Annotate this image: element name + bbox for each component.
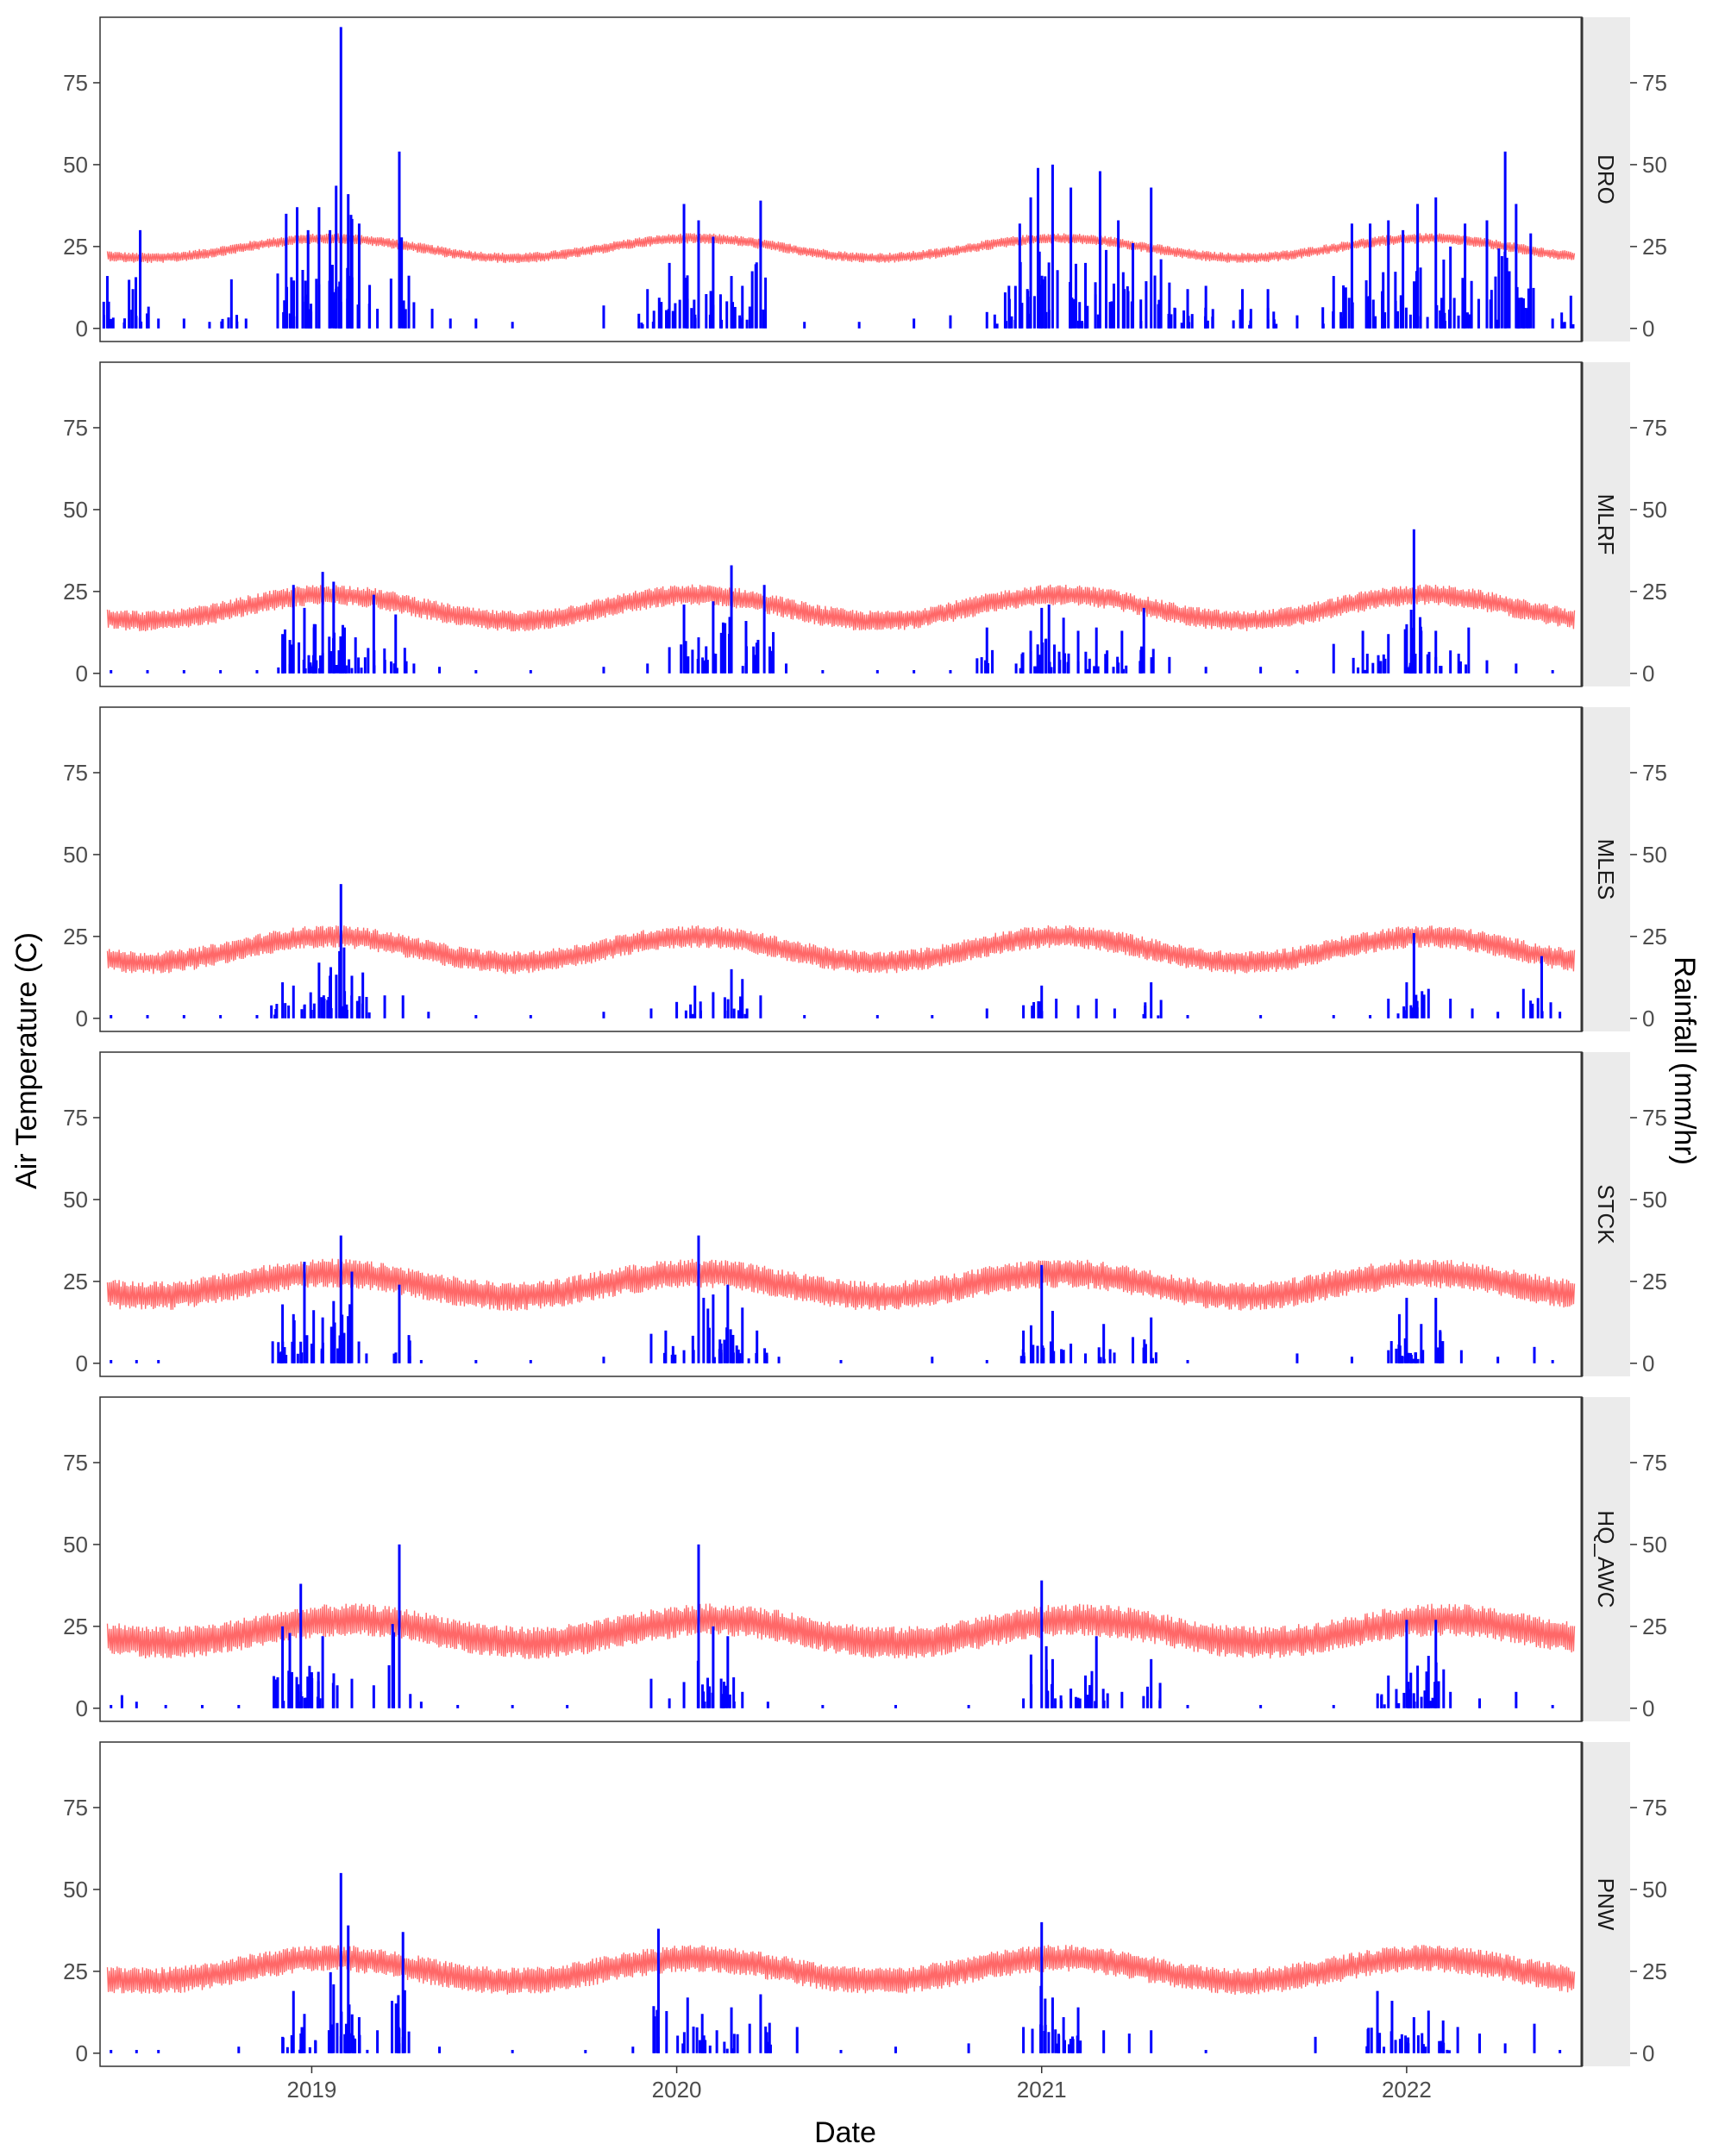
y-right-tick-label: 50 <box>1642 497 1667 523</box>
facet-strip-label: STCK <box>1593 1184 1619 1244</box>
facet-strip <box>1582 1742 1630 2066</box>
y-left-tick-label: 25 <box>63 1614 88 1639</box>
facet-strip <box>1582 1397 1630 1721</box>
y-right-tick-label: 50 <box>1642 1532 1667 1557</box>
rainfall-bars <box>110 1235 1554 1363</box>
y-left-tick-label: 75 <box>63 1450 88 1476</box>
y-left-tick-label: 25 <box>63 234 88 260</box>
y-axis-right-title: Rainfall (mm/hr) <box>1668 956 1701 1165</box>
y-left-tick-label: 50 <box>63 1187 88 1213</box>
facet-strip-label: DRO <box>1593 154 1619 204</box>
y-left-tick-label: 50 <box>63 152 88 178</box>
y-right-tick-label: 25 <box>1642 1959 1667 1984</box>
y-left-tick-label: 75 <box>63 1795 88 1821</box>
y-left-tick-label: 0 <box>76 1351 88 1376</box>
panel-dro: DRO 0 25 50 75 0 25 50 75 <box>63 16 1667 342</box>
panel-frame <box>99 706 1583 1032</box>
y-right-tick-label: 75 <box>1642 1105 1667 1131</box>
y-right-tick-label: 0 <box>1642 2040 1654 2066</box>
facet-strip <box>1582 362 1630 686</box>
temperature-line <box>106 924 1576 975</box>
y-right-tick-label: 75 <box>1642 70 1667 96</box>
rainfall-bars <box>110 529 1554 674</box>
y-left-tick-label: 50 <box>63 1877 88 1902</box>
panel-frame <box>99 1396 1583 1722</box>
facet-strip-label: MLRF <box>1593 494 1619 555</box>
y-right-tick-label: 25 <box>1642 234 1667 260</box>
panel-frame <box>99 1741 1583 2067</box>
panels-layer: DRO 0 25 50 75 0 25 50 75 MLRF 0 25 50 75 0 25 50 75 MLES 0… <box>63 16 1667 2067</box>
x-tick-label: 2021 <box>1017 2077 1067 2103</box>
y-left-tick-label: 25 <box>63 1269 88 1294</box>
facet-strip-label: PNW <box>1593 1878 1619 1931</box>
y-left-tick-label: 75 <box>63 1105 88 1131</box>
y-right-tick-label: 75 <box>1642 1795 1667 1821</box>
rainfall-bars <box>110 1872 1562 2053</box>
y-left-tick-label: 0 <box>76 316 88 342</box>
y-left-tick-label: 75 <box>63 760 88 786</box>
facet-strip-label: MLES <box>1593 839 1619 900</box>
y-right-tick-label: 75 <box>1642 1450 1667 1476</box>
y-left-tick-label: 25 <box>63 1959 88 1984</box>
panel-stck: STCK 0 25 50 75 0 25 50 75 <box>63 1051 1667 1377</box>
y-right-tick-label: 0 <box>1642 1351 1654 1376</box>
y-left-tick-label: 50 <box>63 842 88 868</box>
temperature-line <box>106 1258 1576 1312</box>
y-right-tick-label: 50 <box>1642 1187 1667 1213</box>
rainfall-bars <box>110 884 1562 1018</box>
y-right-tick-label: 0 <box>1642 661 1654 686</box>
y-right-tick-label: 25 <box>1642 579 1667 605</box>
y-right-tick-label: 0 <box>1642 316 1654 342</box>
y-right-tick-label: 0 <box>1642 1006 1654 1031</box>
y-left-tick-label: 25 <box>63 924 88 950</box>
y-right-tick-label: 75 <box>1642 415 1667 441</box>
rainfall-bars <box>102 27 1575 329</box>
y-left-tick-label: 75 <box>63 70 88 96</box>
panel-frame <box>99 16 1583 342</box>
x-tick-label: 2019 <box>287 2077 337 2103</box>
x-tick-label: 2020 <box>652 2077 702 2103</box>
panel-hq-awc: HQ_AWC 0 25 50 75 0 25 50 75 <box>63 1396 1667 1722</box>
panel-frame <box>99 361 1583 687</box>
y-left-tick-label: 50 <box>63 497 88 523</box>
y-left-tick-label: 0 <box>76 1006 88 1031</box>
y-right-tick-label: 0 <box>1642 1695 1654 1721</box>
temperature-line <box>106 584 1576 632</box>
panel-mles: MLES 0 25 50 75 0 25 50 75 <box>63 706 1667 1032</box>
y-right-tick-label: 25 <box>1642 1614 1667 1639</box>
y-left-tick-label: 0 <box>76 661 88 686</box>
y-axis-left-title: Air Temperature (C) <box>10 932 43 1189</box>
rainfall-bars <box>110 1544 1554 1708</box>
y-left-tick-label: 0 <box>76 2040 88 2066</box>
temperature-line <box>106 1945 1576 1996</box>
y-left-tick-label: 50 <box>63 1532 88 1557</box>
x-axis-title: Date <box>814 2116 876 2149</box>
x-axis: 2019 2020 2021 2022 <box>287 2066 1432 2103</box>
y-right-tick-label: 50 <box>1642 152 1667 178</box>
x-tick-label: 2022 <box>1382 2077 1432 2103</box>
panel-mlrf: MLRF 0 25 50 75 0 25 50 75 <box>63 361 1667 687</box>
y-left-tick-label: 75 <box>63 415 88 441</box>
y-right-tick-label: 50 <box>1642 1877 1667 1902</box>
y-right-tick-label: 75 <box>1642 760 1667 786</box>
temperature-line <box>106 1603 1576 1659</box>
y-right-tick-label: 25 <box>1642 1269 1667 1294</box>
facet-strip <box>1582 17 1630 342</box>
y-right-tick-label: 50 <box>1642 842 1667 868</box>
y-left-tick-label: 25 <box>63 579 88 605</box>
panel-pnw: PNW 0 25 50 75 0 25 50 75 <box>63 1741 1667 2067</box>
y-left-tick-label: 0 <box>76 1695 88 1721</box>
y-right-tick-label: 25 <box>1642 924 1667 950</box>
facet-strip <box>1582 707 1630 1031</box>
facet-strip-label: HQ_AWC <box>1593 1510 1619 1608</box>
facet-strip <box>1582 1052 1630 1376</box>
